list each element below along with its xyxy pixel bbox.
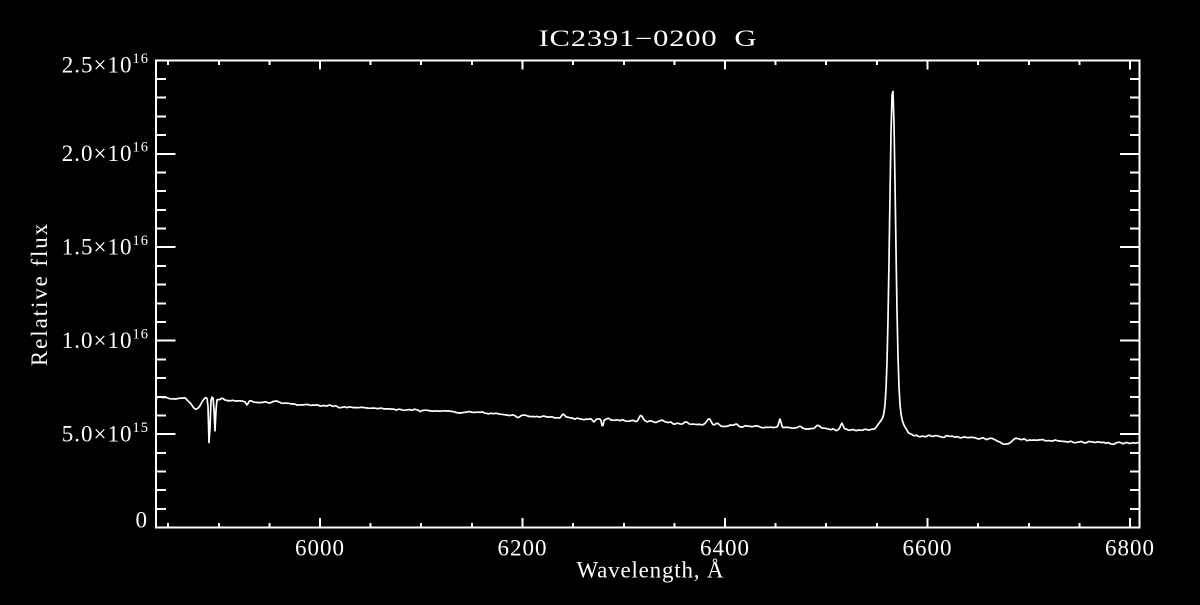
- svg-text:IC2391−0200 G: IC2391−0200 G: [539, 26, 758, 51]
- svg-text:Wavelength, Å: Wavelength, Å: [577, 558, 725, 583]
- svg-text:6600: 6600: [903, 536, 953, 561]
- svg-text:0: 0: [136, 507, 149, 532]
- svg-text:6400: 6400: [700, 536, 750, 561]
- svg-text:6800: 6800: [1105, 536, 1155, 561]
- svg-text:Relative flux: Relative flux: [27, 222, 52, 366]
- svg-text:6200: 6200: [498, 536, 548, 561]
- svg-text:6000: 6000: [295, 536, 345, 561]
